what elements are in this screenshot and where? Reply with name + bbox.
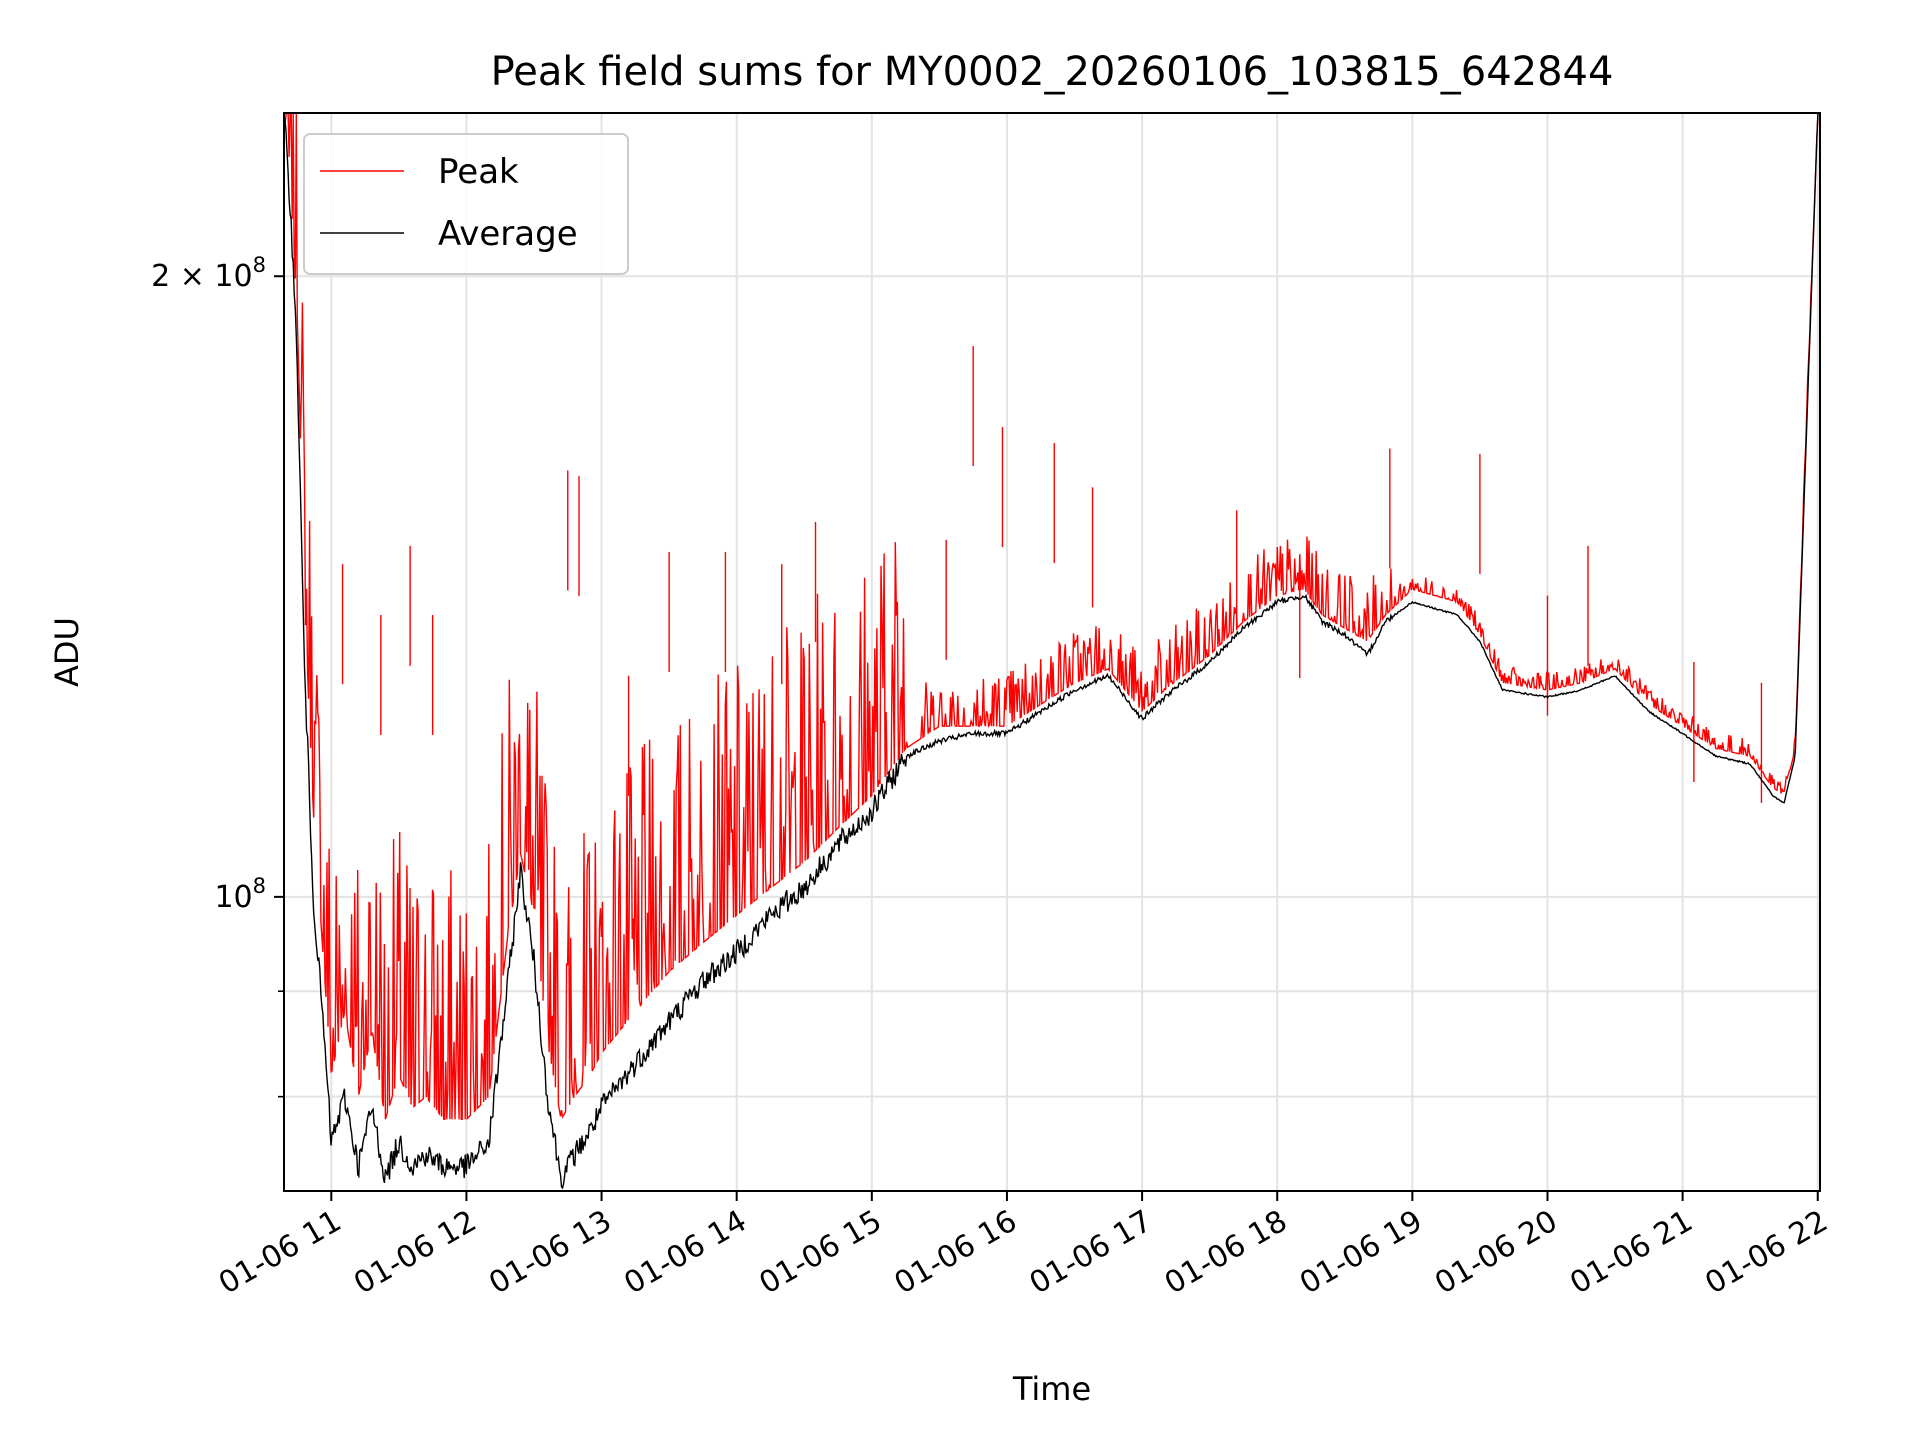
legend-box [303, 133, 629, 275]
y-axis: 108 2 × 108 [151, 253, 284, 1098]
y-axis-label: ADU [48, 617, 86, 687]
chart-title: Peak field sums for MY0002_20260106_1038… [491, 49, 1614, 95]
series-line-average [283, 112, 1820, 1190]
series-line-peak [283, 112, 1820, 1121]
y-tick-label: 2 × 108 [151, 253, 266, 294]
legend-label-peak: Peak [438, 152, 519, 192]
x-axis-label: Time [1012, 1370, 1091, 1408]
plot-frame [283, 112, 1821, 1192]
grid [284, 113, 1820, 1191]
legend: Peak Average [303, 133, 629, 275]
y-tick-label: 108 [214, 874, 266, 915]
plot-area [283, 112, 1820, 1190]
legend-label-average: Average [438, 214, 578, 254]
